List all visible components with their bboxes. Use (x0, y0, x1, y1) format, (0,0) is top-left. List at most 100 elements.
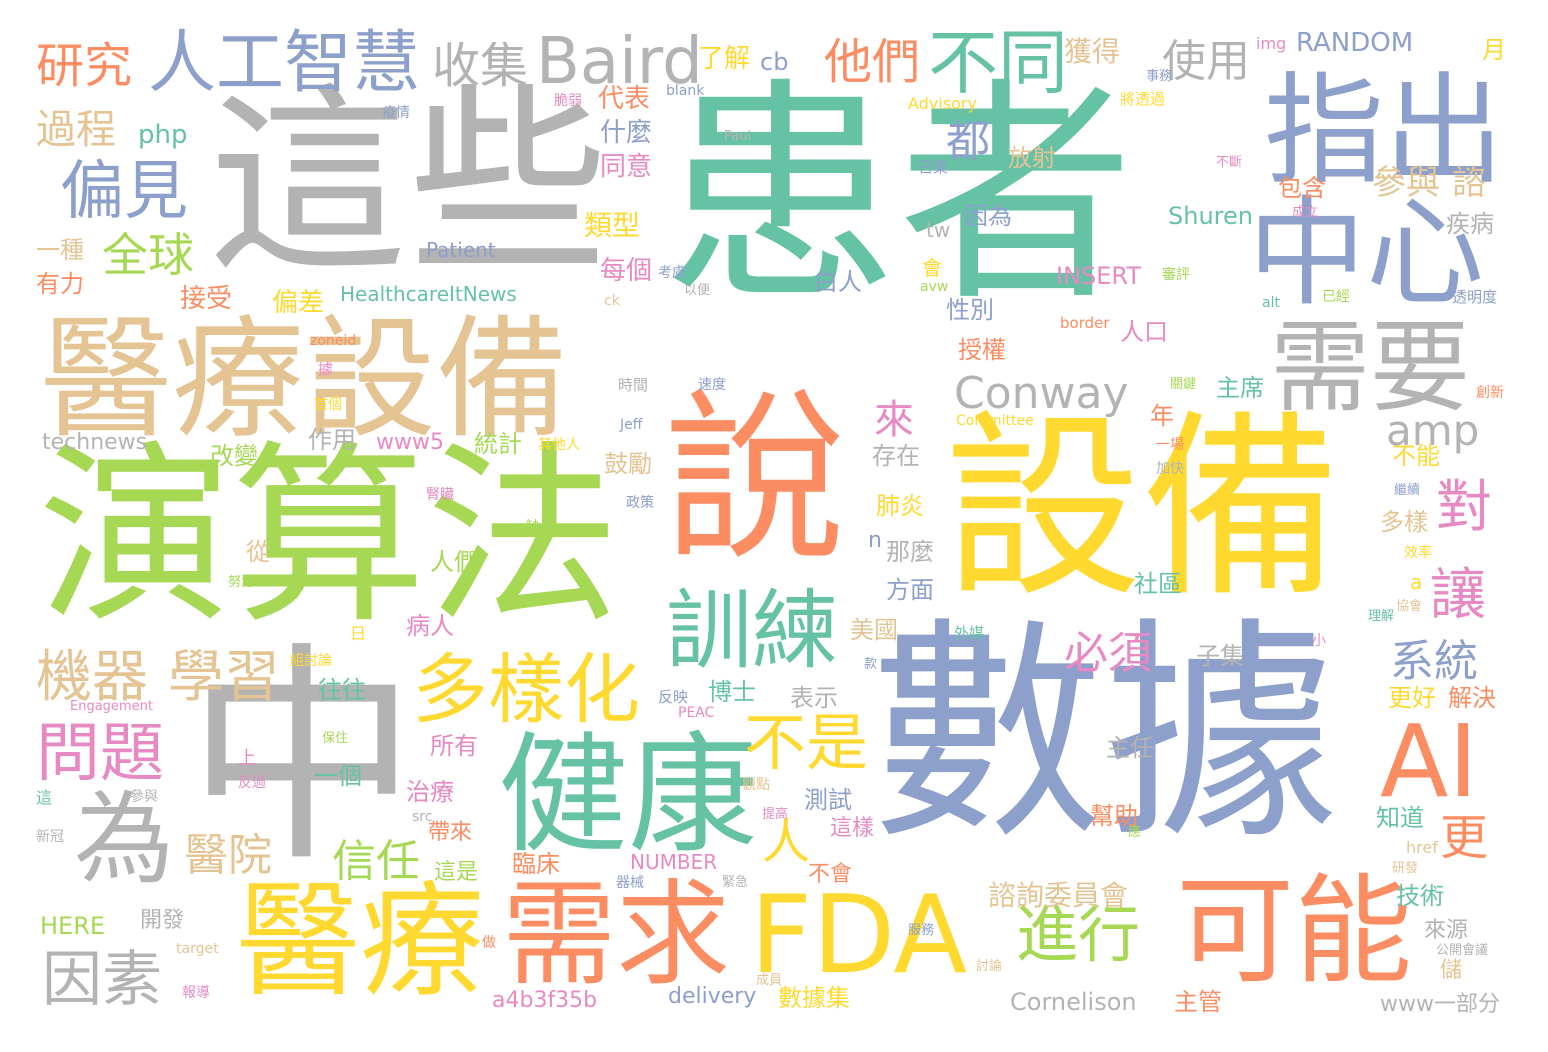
cloud-word: 外媒 (954, 624, 985, 642)
cloud-word: 脆弱 (554, 93, 582, 109)
cloud-word: 會 (922, 256, 942, 280)
cloud-word: 白人 (814, 268, 862, 296)
cloud-word: 諮詢委員會 (988, 879, 1129, 912)
cloud-word: target (176, 941, 219, 957)
cloud-word: 人工智慧 (148, 24, 421, 103)
cloud-word: 上 (238, 748, 256, 769)
cloud-word: 不會 (808, 862, 853, 887)
cloud-word: href (1406, 838, 1438, 857)
cloud-word: blank (666, 83, 705, 99)
cloud-word: 不斷 (1216, 155, 1243, 170)
cloud-word: 人 (762, 814, 811, 870)
cloud-word: 方面 (886, 576, 934, 604)
cloud-word: 從 (246, 538, 270, 566)
cloud-word: 成員 (756, 973, 783, 988)
cloud-word: 主任 (1106, 734, 1154, 762)
cloud-word: 因為 (964, 202, 1012, 230)
cloud-word: 更 (1440, 810, 1489, 866)
cloud-word: 中心 (1248, 184, 1485, 322)
cloud-word: 有力 (36, 270, 84, 298)
cloud-word: 治療 (406, 778, 454, 806)
cloud-word: 一種 (36, 236, 84, 264)
cloud-word: 政策 (626, 495, 654, 511)
cloud-word: 測試 (804, 786, 852, 814)
cloud-word: 提高 (762, 807, 789, 822)
cloud-word: 醫療 (236, 870, 485, 1014)
cloud-word: 問題 (36, 717, 164, 791)
cloud-word: 臨床 (512, 850, 560, 878)
cloud-word: 保住 (322, 731, 349, 746)
cloud-word: img (1256, 34, 1287, 53)
cloud-word: 對 (1436, 475, 1492, 540)
cloud-word: 來源 (1424, 918, 1469, 943)
cloud-word: 偏差 (272, 288, 325, 318)
cloud-word: 鼓勵 (604, 450, 652, 478)
cloud-word: a4b3f35b (492, 988, 598, 1013)
cloud-word: 關鍵 (1170, 377, 1197, 392)
cloud-word: avw (920, 279, 949, 295)
cloud-word: 包含 (1278, 174, 1326, 202)
cloud-word: 指出 (1264, 62, 1504, 201)
cloud-word: 知道 (1376, 804, 1424, 832)
cloud-word: delivery (668, 984, 757, 1009)
cloud-word: 參與 (1372, 163, 1440, 203)
cloud-word: 儲 (1440, 958, 1463, 983)
cloud-word: 參與 (130, 789, 158, 805)
cloud-word: 那麼 (886, 538, 934, 566)
cloud-word: 獲得 (1064, 35, 1121, 68)
cloud-word: 全球 (102, 228, 194, 282)
cloud-word: border (1060, 314, 1110, 332)
cloud-word: 透明度 (1452, 288, 1498, 306)
cloud-word: 人們 (430, 548, 478, 576)
cloud-word: 作用 (308, 426, 356, 454)
cloud-word: 了解 (698, 44, 751, 74)
cloud-word: 審評 (1162, 267, 1190, 283)
cloud-word: 多樣 (1380, 508, 1428, 536)
cloud-word: PEAC (678, 705, 715, 721)
cloud-word: Advisory (908, 94, 977, 113)
cloud-word: www5 (376, 430, 444, 455)
cloud-word: 偏見 (60, 155, 188, 229)
cloud-word: amp (1386, 406, 1480, 455)
cloud-word: 據 (318, 360, 334, 378)
cloud-word: 子集 (1196, 642, 1244, 670)
cloud-word: 解決 (1448, 684, 1496, 712)
cloud-word: 病人 (406, 612, 454, 640)
cloud-word: Patient (426, 238, 496, 262)
cloud-word: 什麼 (600, 118, 653, 148)
cloud-word: 以便 (684, 283, 711, 298)
cloud-word: Committee (956, 413, 1034, 429)
cloud-word: 多樣化 (412, 645, 640, 734)
cloud-word: 考慮 (658, 265, 686, 281)
cloud-word: 日 (350, 624, 367, 643)
cloud-word: AI (1380, 703, 1478, 820)
cloud-word: www一部分 (1380, 992, 1500, 1017)
cloud-word: 同意 (600, 152, 653, 182)
cloud-word: 他們 (824, 34, 921, 90)
cloud-word: 小 (1312, 633, 1326, 649)
cloud-word: Baird (536, 25, 703, 99)
cloud-word: NUMBER (630, 850, 718, 874)
cloud-word: 過程 (36, 107, 116, 153)
cloud-word: 來 (874, 397, 914, 443)
cloud-word: 這些 (208, 67, 609, 300)
cloud-word: 時間 (618, 376, 649, 394)
cloud-word: 訓練 (666, 581, 838, 681)
cloud-word: 速度 (698, 377, 726, 393)
cloud-word: 數據集 (778, 984, 850, 1012)
cloud-word: 款 (864, 657, 878, 672)
cloud-word: 緊急 (722, 875, 749, 890)
cloud-word: 做 (482, 935, 496, 951)
cloud-word: 因素 (42, 945, 162, 1015)
cloud-word: 其他人 (538, 437, 580, 453)
cloud-word: 進行 (1016, 898, 1141, 971)
cloud-word: 這 (36, 788, 53, 807)
cloud-word: 主席 (1216, 374, 1264, 402)
cloud-word: 反映 (658, 688, 689, 706)
cloud-word: 開發 (140, 908, 185, 933)
cloud-word: Cornelison (1010, 988, 1137, 1016)
cloud-word: 信任 (332, 836, 420, 887)
cloud-word: cb (760, 48, 789, 76)
cloud-word: HealthcareItNews (340, 282, 517, 306)
